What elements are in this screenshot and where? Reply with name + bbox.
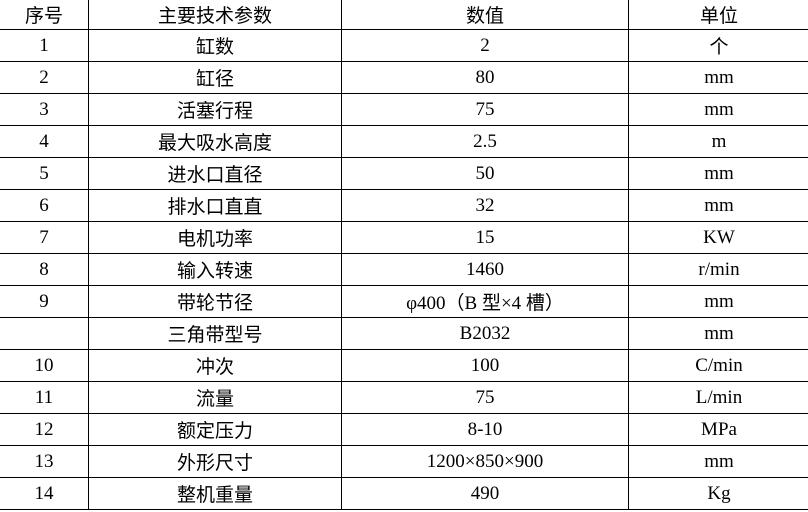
cell-no: 13 (0, 445, 89, 478)
header-value: 数值 (341, 0, 629, 30)
cell-unit: MPa (628, 413, 808, 446)
cell-unit: mm (628, 157, 808, 190)
cell-no: 9 (0, 285, 89, 318)
table-row: 14 整机重量 490 Kg (0, 477, 808, 510)
table-row: 11 流量 75 L/min (0, 381, 808, 414)
cell-unit: Kg (628, 477, 808, 510)
cell-no (0, 317, 89, 350)
header-row: 序号 主要技术参数 数值 单位 (0, 0, 808, 30)
cell-value: 80 (341, 61, 629, 94)
cell-unit: C/min (628, 349, 808, 382)
table-row: 12 额定压力 8-10 MPa (0, 413, 808, 446)
cell-unit: m (628, 125, 808, 158)
table-row: 1 缸数 2 个 (0, 29, 808, 62)
cell-no: 4 (0, 125, 89, 158)
cell-unit: mm (628, 93, 808, 126)
cell-param: 缸数 (88, 29, 342, 62)
cell-unit: mm (628, 285, 808, 318)
cell-value: 2.5 (341, 125, 629, 158)
table-row: 5 进水口直径 50 mm (0, 157, 808, 190)
cell-param: 带轮节径 (88, 285, 342, 318)
cell-param: 电机功率 (88, 221, 342, 254)
cell-no: 7 (0, 221, 89, 254)
cell-no: 12 (0, 413, 89, 446)
table-row: 7 电机功率 15 KW (0, 221, 808, 254)
cell-no: 14 (0, 477, 89, 510)
cell-no: 1 (0, 29, 89, 62)
cell-value: 1200×850×900 (341, 445, 629, 478)
cell-value: φ400（B 型×4 槽） (341, 285, 629, 318)
cell-unit: mm (628, 317, 808, 350)
cell-value: 8-10 (341, 413, 629, 446)
cell-no: 11 (0, 381, 89, 414)
cell-param: 活塞行程 (88, 93, 342, 126)
table-row: 13 外形尺寸 1200×850×900 mm (0, 445, 808, 478)
table-row: 10 冲次 100 C/min (0, 349, 808, 382)
cell-unit: mm (628, 61, 808, 94)
cell-param: 额定压力 (88, 413, 342, 446)
table-row: 2 缸径 80 mm (0, 61, 808, 94)
cell-no: 10 (0, 349, 89, 382)
header-param: 主要技术参数 (88, 0, 342, 30)
cell-no: 6 (0, 189, 89, 222)
table-row: 8 输入转速 1460 r/min (0, 253, 808, 286)
cell-param: 整机重量 (88, 477, 342, 510)
cell-param: 进水口直径 (88, 157, 342, 190)
cell-unit: mm (628, 189, 808, 222)
cell-value: 50 (341, 157, 629, 190)
cell-no: 5 (0, 157, 89, 190)
table-row: 6 排水口直直 32 mm (0, 189, 808, 222)
cell-value: 490 (341, 477, 629, 510)
cell-value: B2032 (341, 317, 629, 350)
cell-unit: L/min (628, 381, 808, 414)
cell-no: 2 (0, 61, 89, 94)
cell-param: 三角带型号 (88, 317, 342, 350)
cell-no: 8 (0, 253, 89, 286)
cell-value: 100 (341, 349, 629, 382)
cell-unit: 个 (628, 29, 808, 62)
cell-param: 冲次 (88, 349, 342, 382)
table-row: 4 最大吸水高度 2.5 m (0, 125, 808, 158)
cell-unit: r/min (628, 253, 808, 286)
cell-value: 32 (341, 189, 629, 222)
cell-value: 75 (341, 93, 629, 126)
cell-unit: mm (628, 445, 808, 478)
cell-value: 75 (341, 381, 629, 414)
cell-unit: KW (628, 221, 808, 254)
cell-no: 3 (0, 93, 89, 126)
table-row: 三角带型号 B2032 mm (0, 317, 808, 350)
cell-param: 排水口直直 (88, 189, 342, 222)
cell-value: 1460 (341, 253, 629, 286)
cell-param: 流量 (88, 381, 342, 414)
header-unit: 单位 (628, 0, 808, 30)
cell-value: 15 (341, 221, 629, 254)
cell-value: 2 (341, 29, 629, 62)
header-no: 序号 (0, 0, 89, 30)
table-row: 3 活塞行程 75 mm (0, 93, 808, 126)
cell-param: 输入转速 (88, 253, 342, 286)
cell-param: 缸径 (88, 61, 342, 94)
cell-param: 外形尺寸 (88, 445, 342, 478)
table-row: 9 带轮节径 φ400（B 型×4 槽） mm (0, 285, 808, 318)
cell-param: 最大吸水高度 (88, 125, 342, 158)
